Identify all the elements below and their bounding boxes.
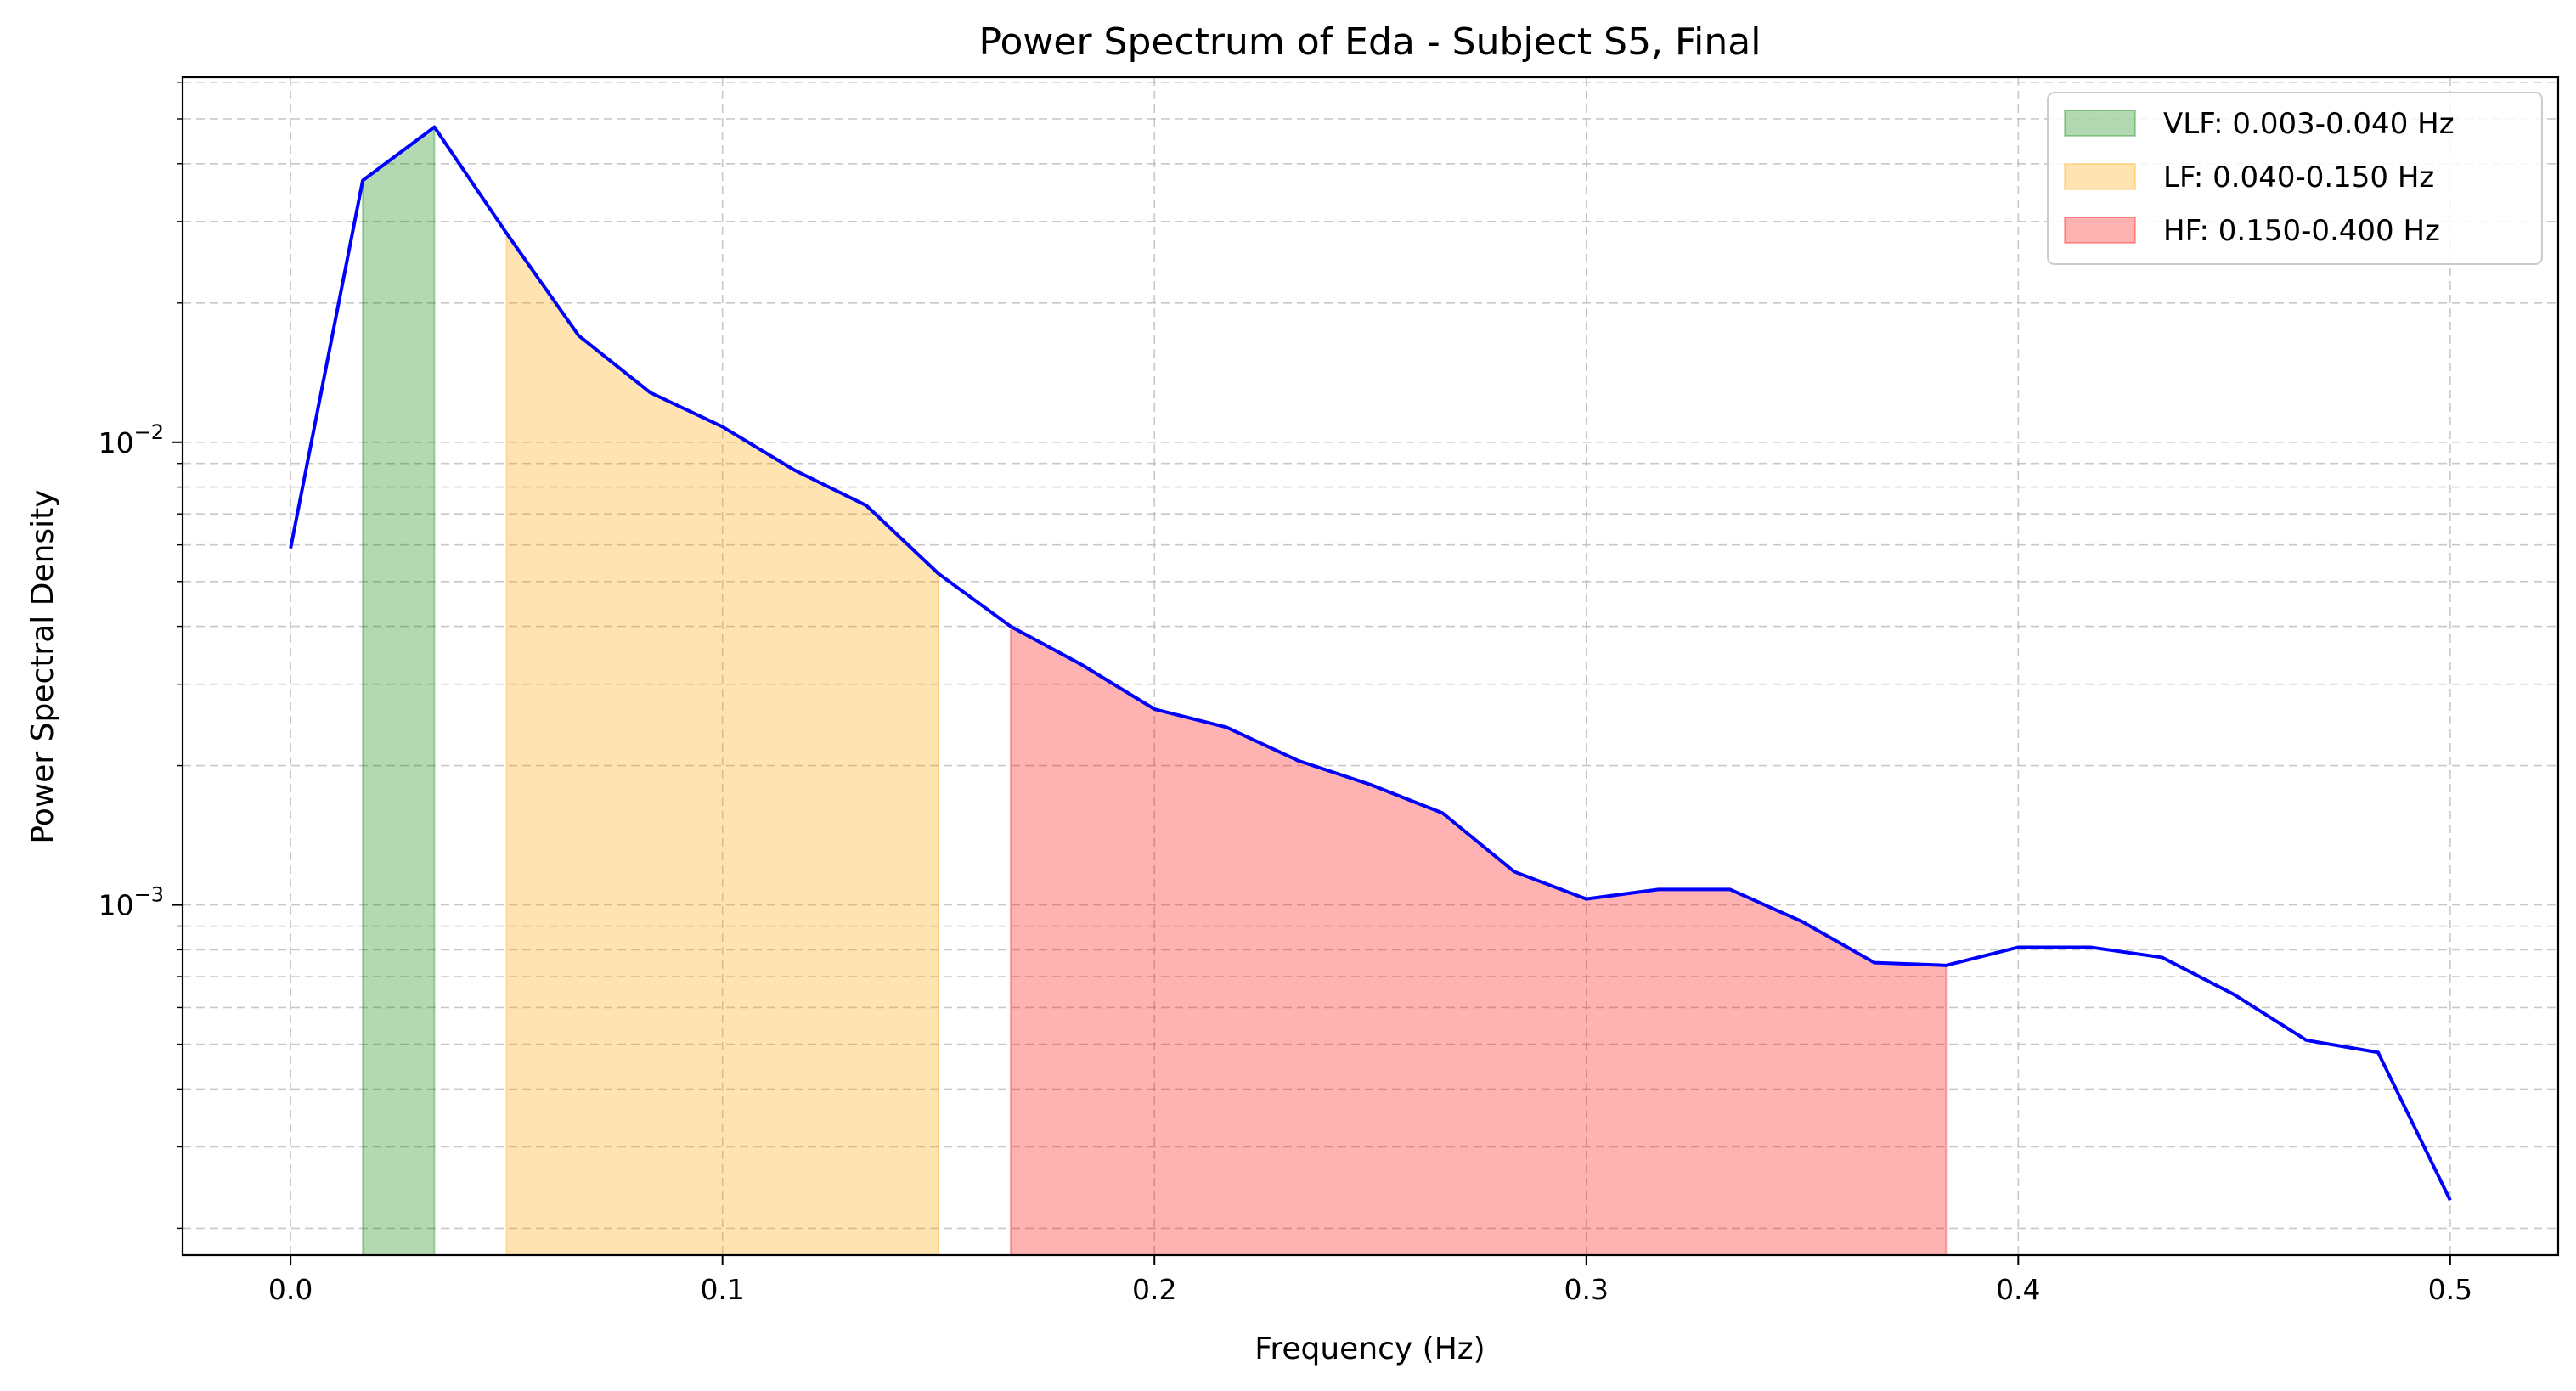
x-tick-label: 0.0 xyxy=(268,1273,313,1306)
grid-lines xyxy=(183,77,2558,1255)
x-tick-label: 0.5 xyxy=(2428,1273,2472,1306)
legend: VLF: 0.003-0.040 Hz LF: 0.040-0.150 Hz HF:… xyxy=(2047,92,2543,265)
x-tick-label: 0.3 xyxy=(1564,1273,1609,1306)
x-tick-label: 0.1 xyxy=(700,1273,744,1306)
x-tick-label: 0.4 xyxy=(1996,1273,2040,1306)
legend-label: VLF: 0.003-0.040 Hz xyxy=(2163,107,2455,141)
chart-title: Power Spectrum of Eda - Subject S5, Fina… xyxy=(979,20,1761,64)
legend-swatch xyxy=(2064,110,2136,137)
legend-swatch xyxy=(2064,163,2136,190)
legend-label: HF: 0.150-0.400 Hz xyxy=(2163,214,2440,248)
y-axis-label: Power Spectral Density xyxy=(25,489,60,843)
legend-swatch xyxy=(2064,217,2136,244)
x-tick-label: 0.2 xyxy=(1132,1273,1176,1306)
y-tick-label: 10−3 xyxy=(99,883,164,922)
psd-line xyxy=(289,125,2452,1202)
x-axis-label: Frequency (Hz) xyxy=(1254,1332,1485,1366)
legend-label: LF: 0.040-0.150 Hz xyxy=(2163,160,2434,194)
y-tick-label: 10−2 xyxy=(99,420,164,459)
legend-items: VLF: 0.003-0.040 Hz LF: 0.040-0.150 Hz HF:… xyxy=(2064,107,2455,248)
axis-ticks: 0.0 0.1 0.2 0.3 0.4 0.5 10−3 10−2 xyxy=(99,82,2472,1306)
band-fill xyxy=(362,125,436,1255)
plot-frame xyxy=(181,76,2560,1257)
legend-box xyxy=(2047,92,2543,265)
series-lines xyxy=(289,125,2452,1202)
